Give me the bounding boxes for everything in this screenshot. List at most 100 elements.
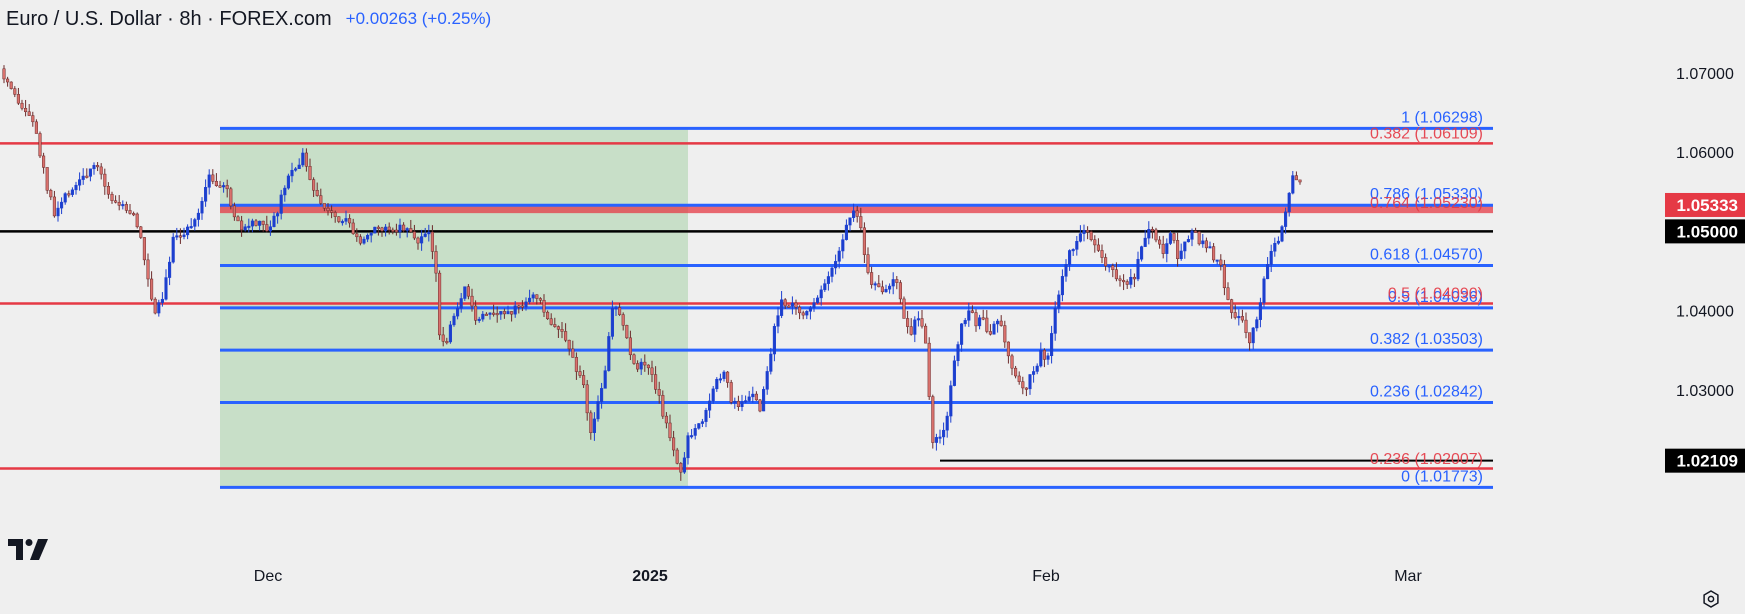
candle-body [708, 400, 712, 411]
candle-body [704, 409, 708, 422]
candle-body [463, 286, 467, 299]
candle-body [1111, 265, 1115, 270]
candle-body [304, 152, 308, 167]
candle-body [808, 307, 812, 312]
candle-body [484, 313, 488, 316]
candle-body [700, 421, 704, 424]
candle-body [639, 361, 643, 370]
candle-body [625, 325, 629, 339]
price-axis-tick: 1.04000 [1676, 304, 1734, 321]
candle-body [452, 315, 456, 326]
candle-body [1255, 319, 1259, 329]
candle-body [1168, 233, 1172, 244]
candle-body [88, 168, 92, 177]
candle-body [1287, 192, 1291, 213]
candle-body [232, 205, 236, 218]
candle-body [758, 399, 762, 412]
candle-body [812, 302, 816, 308]
time-axis-layer: Dec 2025 Feb Mar [254, 568, 1423, 585]
candle-body [747, 396, 751, 401]
candle-body [1219, 259, 1223, 266]
candle-body [686, 435, 690, 459]
candle-body [661, 395, 665, 417]
candle-body [85, 175, 89, 178]
candle-body [765, 371, 769, 390]
price-axis-layer: 1.07000 1.06000 1.04000 1.03000 1.05333 1.050… [1665, 66, 1745, 473]
red-fib-level-label: 0.5 (1.04090) [1388, 286, 1483, 303]
candle-body [898, 282, 902, 300]
candle-body [718, 378, 722, 381]
candle-body [52, 196, 56, 217]
candle-body [1132, 276, 1136, 280]
candle-body [114, 200, 118, 203]
candle-body [34, 121, 38, 134]
candle-body [229, 188, 233, 207]
candle-body [1053, 308, 1057, 334]
candle-body [711, 388, 715, 402]
candle-body [412, 231, 416, 239]
price-badge [1665, 219, 1745, 244]
candle-body [1024, 387, 1028, 390]
candle-body [772, 326, 776, 355]
candle-body [895, 279, 899, 283]
candle-body [751, 393, 755, 398]
candle-body [247, 225, 251, 228]
candle-body [376, 226, 380, 229]
candle-body [1284, 211, 1288, 227]
candle-body [970, 310, 974, 313]
candle-body [956, 344, 960, 362]
candle-body [513, 305, 517, 315]
candle-body [290, 169, 294, 177]
candle-body [1190, 230, 1194, 240]
fib-level-label: 0.236 (1.02842) [1370, 384, 1483, 401]
candle-body [78, 179, 82, 186]
candle-body [456, 307, 460, 317]
candle-body [373, 226, 377, 234]
candle-body [1140, 246, 1144, 260]
candle-body [438, 272, 442, 336]
candle-body [978, 317, 982, 327]
price-badge-label: 1.05333 [1677, 196, 1738, 215]
tradingview-logo-icon[interactable] [8, 536, 56, 567]
candle-body [1114, 269, 1118, 280]
candle-body [1222, 264, 1226, 289]
candle-body [873, 283, 877, 286]
candle-body [675, 449, 679, 464]
candle-body [423, 233, 427, 237]
candle-body [1183, 241, 1187, 252]
candle-body [952, 360, 956, 386]
candle-body [628, 337, 632, 356]
candle-body [128, 210, 132, 214]
candle-body [938, 436, 942, 439]
candle-body [445, 341, 449, 344]
candle-body [135, 213, 139, 228]
candle-body [1269, 250, 1273, 265]
time-axis-tick: Mar [1394, 568, 1422, 585]
candle-body [650, 367, 654, 375]
candle-body [276, 213, 280, 217]
candle-body [178, 235, 182, 238]
settings-gear-icon[interactable] [1702, 590, 1720, 613]
candle-body [1280, 226, 1284, 242]
candle-body [1060, 276, 1064, 296]
candle-body [1201, 240, 1205, 245]
candle-body [1093, 239, 1097, 246]
candle-body [1107, 265, 1111, 268]
candle-body [931, 396, 935, 443]
candle-body [697, 423, 701, 429]
candle-body [834, 261, 838, 269]
candle-body [517, 305, 521, 308]
candle-body [103, 173, 107, 187]
candle-body [1078, 233, 1082, 242]
candle-body [1143, 237, 1147, 247]
candle-body [70, 189, 74, 195]
time-axis-tick: 2025 [632, 568, 668, 585]
candle-body [1262, 278, 1266, 303]
symbol-title[interactable]: Euro / U.S. Dollar · 8h · FOREX.com [6, 7, 332, 30]
candle-body [1071, 249, 1075, 252]
candle-body [333, 212, 337, 217]
candle-body [1212, 246, 1216, 261]
candle-body [16, 94, 20, 104]
candle-body [427, 231, 431, 235]
